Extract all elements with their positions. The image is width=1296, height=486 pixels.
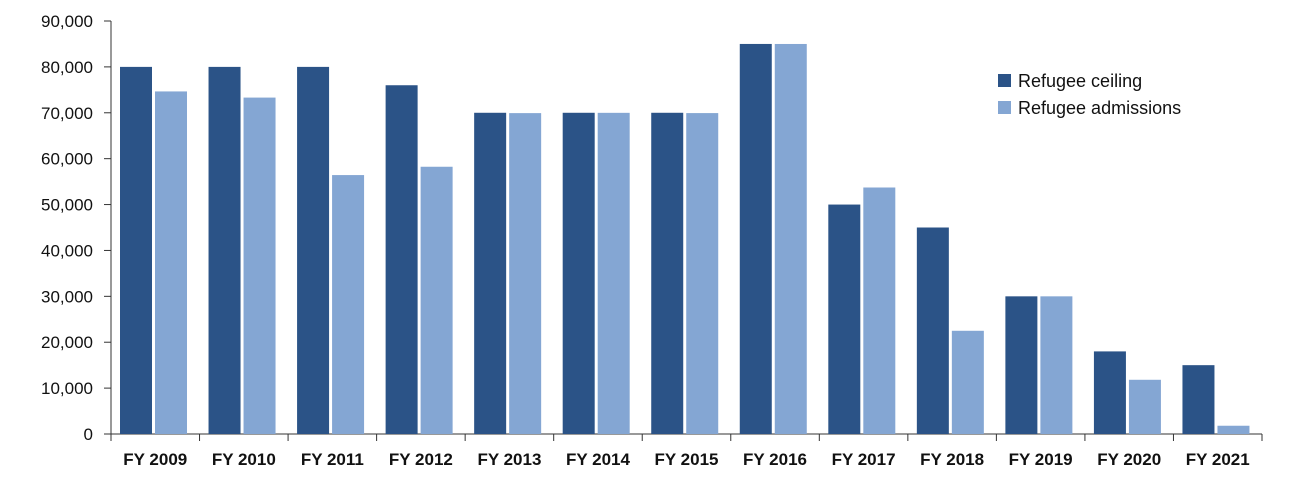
- ceiling-bar: [562, 112, 595, 435]
- ceiling-bar: [828, 204, 861, 434]
- x-tick-label: FY 2016: [743, 450, 807, 469]
- y-tick-label: 40,000: [41, 241, 93, 260]
- y-tick-label: 0: [84, 425, 93, 444]
- ceiling-bar: [1093, 351, 1126, 434]
- x-tick-label: FY 2021: [1186, 450, 1250, 469]
- admissions-bar: [420, 166, 453, 434]
- y-tick-label: 70,000: [41, 104, 93, 123]
- ceiling-bar: [1005, 296, 1038, 434]
- ceiling-bar: [739, 43, 772, 434]
- admissions-bar: [509, 113, 542, 434]
- ceiling-bar: [385, 85, 418, 434]
- y-tick-label: 20,000: [41, 333, 93, 352]
- admissions-bar: [686, 113, 719, 434]
- x-tick-label: FY 2013: [477, 450, 541, 469]
- x-tick-label: FY 2009: [123, 450, 187, 469]
- ceiling-bar: [297, 66, 330, 434]
- legend-label: Refugee ceiling: [1018, 71, 1142, 91]
- x-tick-label: FY 2014: [566, 450, 631, 469]
- chart-bars: [120, 43, 1250, 435]
- admissions-bar: [1040, 296, 1073, 434]
- admissions-bar: [1128, 379, 1161, 434]
- x-tick-label: FY 2010: [212, 450, 276, 469]
- y-tick-label: 90,000: [41, 12, 93, 31]
- ceiling-bar: [916, 227, 949, 434]
- y-tick-label: 50,000: [41, 196, 93, 215]
- y-tick-label: 60,000: [41, 150, 93, 169]
- x-tick-label: FY 2018: [920, 450, 984, 469]
- x-tick-label: FY 2015: [655, 450, 719, 469]
- ceiling-bar: [474, 112, 507, 435]
- admissions-bar: [243, 97, 276, 434]
- legend-label: Refugee admissions: [1018, 98, 1181, 118]
- admissions-bar: [863, 187, 896, 434]
- admissions-bar: [597, 112, 630, 434]
- ceiling-bar: [1182, 365, 1215, 434]
- admissions-bar: [155, 91, 187, 434]
- ceiling-bar: [120, 66, 152, 434]
- x-tick-label: FY 2020: [1097, 450, 1161, 469]
- legend-swatch: [998, 101, 1011, 114]
- legend-swatch: [998, 74, 1011, 87]
- ceiling-bar: [208, 66, 241, 434]
- x-tick-label: FY 2017: [832, 450, 896, 469]
- x-tick-label: FY 2019: [1009, 450, 1073, 469]
- y-tick-label: 10,000: [41, 379, 93, 398]
- admissions-bar: [332, 175, 365, 434]
- y-tick-label: 80,000: [41, 58, 93, 77]
- admissions-bar: [951, 330, 984, 434]
- x-tick-label: FY 2012: [389, 450, 453, 469]
- legend: Refugee ceiling Refugee admissions: [998, 71, 1181, 118]
- admissions-bar: [774, 43, 807, 434]
- x-tick-labels: FY 2009 FY 2010 FY 2011 FY 2012 FY 2013 FY 20…: [123, 450, 1249, 469]
- x-tick-label: FY 2011: [301, 450, 364, 469]
- y-tick-labels: 0 10,000 20,000 30,000 40,000 50,000 60,000 70,…: [41, 12, 93, 444]
- ceiling-bar: [651, 112, 684, 435]
- admissions-bar: [1217, 425, 1250, 434]
- y-tick-label: 30,000: [41, 287, 93, 306]
